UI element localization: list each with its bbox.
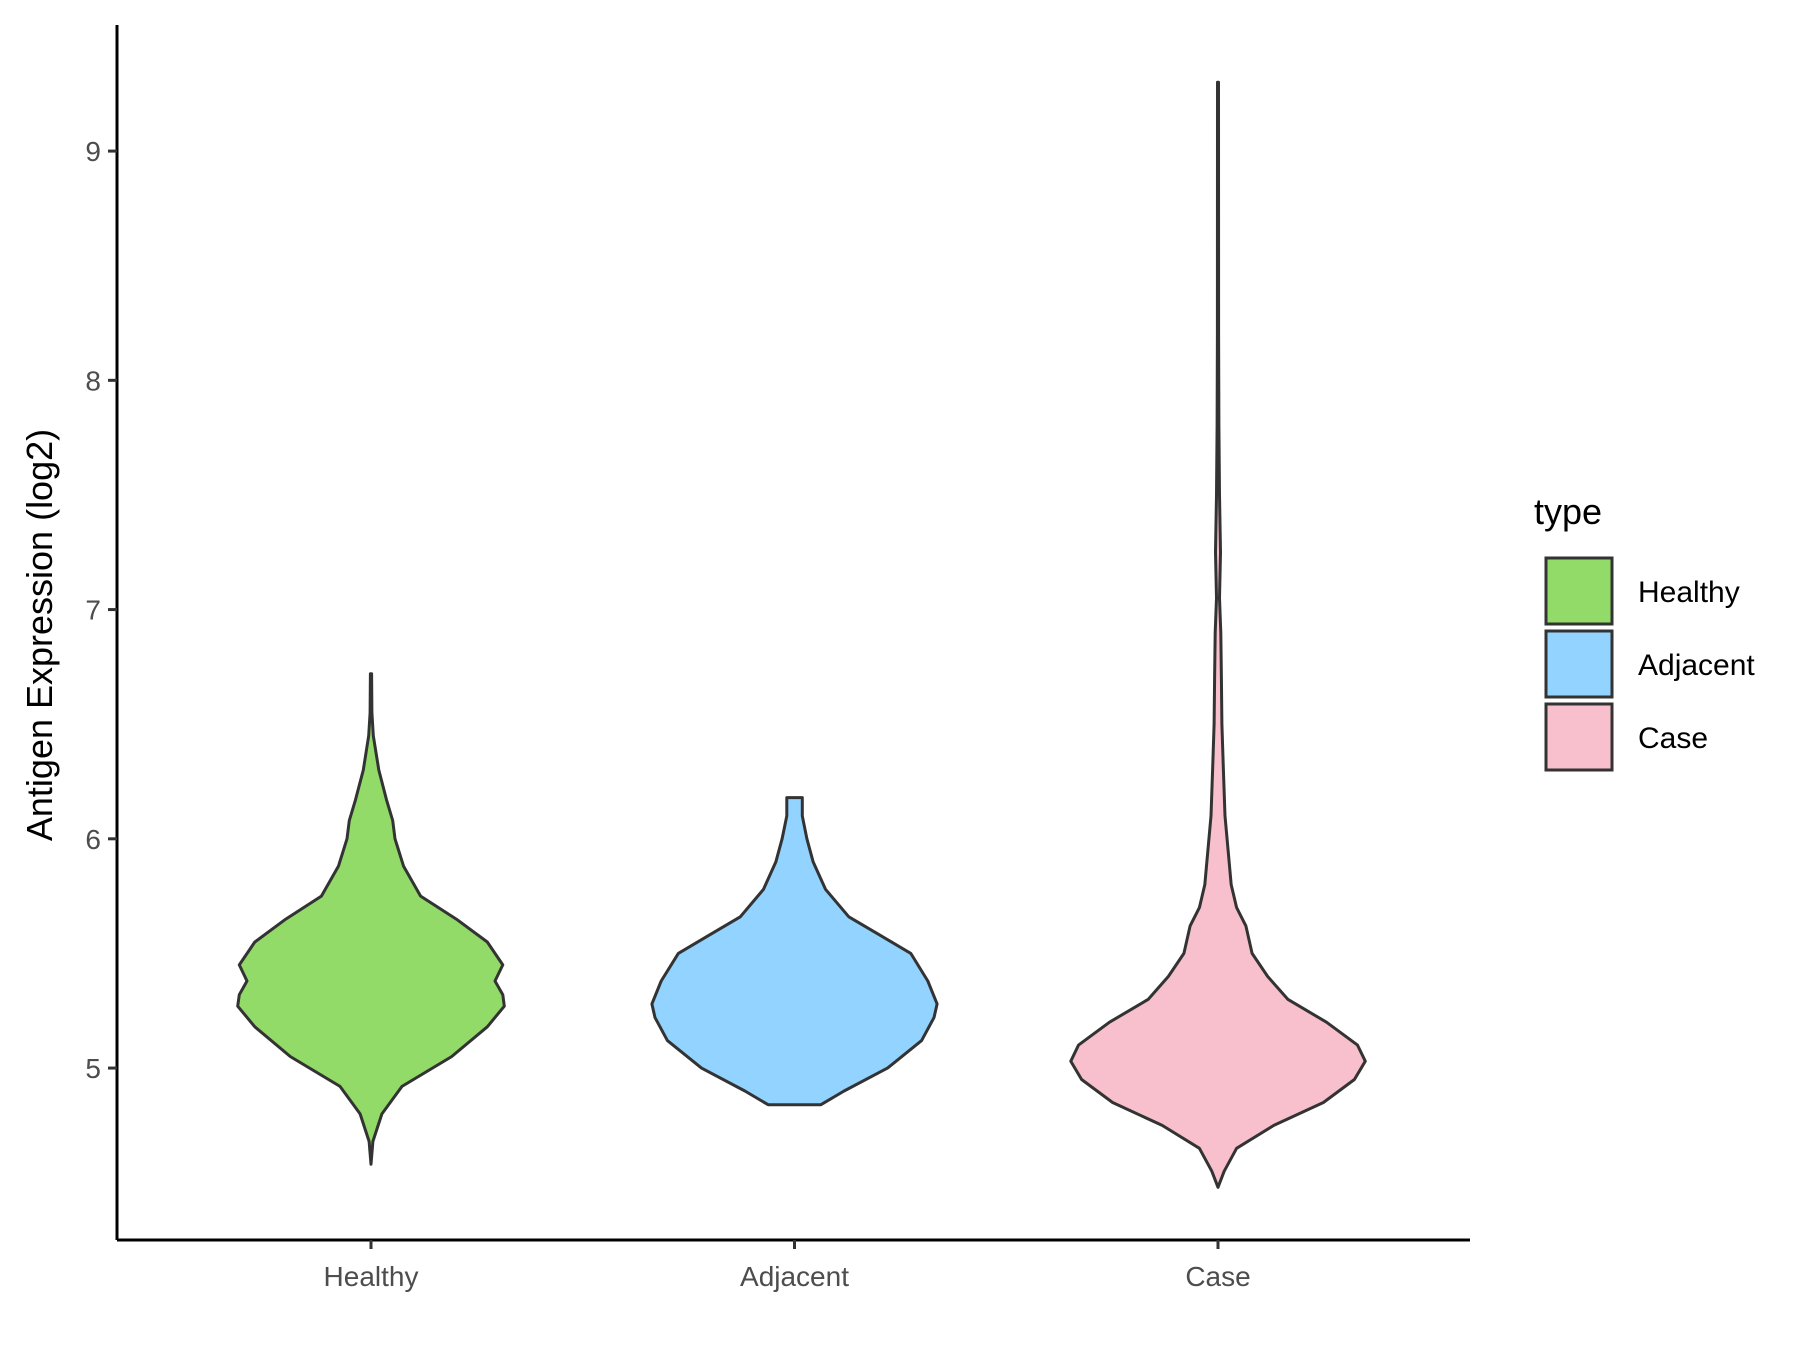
legend: type Healthy Adjacent Case xyxy=(1534,491,1755,772)
legend-swatch-case xyxy=(1544,702,1614,772)
y-tick-label: 9 xyxy=(85,136,101,167)
violin-layer xyxy=(236,80,1367,1189)
legend-swatch-adjacent xyxy=(1544,629,1614,699)
y-axis: 5 6 7 8 9 xyxy=(85,25,119,1240)
x-tick-label: Adjacent xyxy=(740,1261,849,1292)
y-tick-label: 8 xyxy=(85,365,101,396)
legend-swatch-healthy xyxy=(1544,556,1614,626)
legend-entries: Healthy Adjacent Case xyxy=(1544,556,1755,772)
x-tick-label: Case xyxy=(1185,1261,1250,1292)
violin-case xyxy=(1069,80,1367,1189)
y-tick-label: 7 xyxy=(85,595,101,626)
legend-label-case: Case xyxy=(1638,722,1708,755)
y-tick-label: 6 xyxy=(85,824,101,855)
violin-adjacent xyxy=(650,796,939,1107)
violin-healthy xyxy=(236,672,506,1166)
y-axis-title: Antigen Expression (log2) xyxy=(19,429,60,841)
y-tick-label: 5 xyxy=(85,1053,101,1084)
legend-label-adjacent: Adjacent xyxy=(1638,649,1755,682)
legend-label-healthy: Healthy xyxy=(1638,576,1740,609)
x-tick-label: Healthy xyxy=(324,1261,419,1292)
x-axis: Healthy Adjacent Case xyxy=(117,1238,1470,1292)
legend-title: type xyxy=(1534,491,1602,532)
